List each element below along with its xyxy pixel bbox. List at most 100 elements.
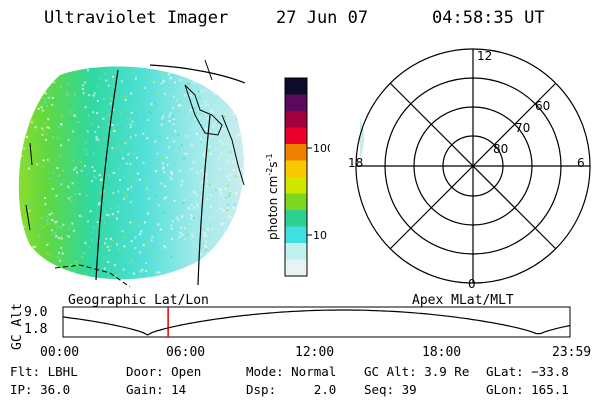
noise-pixel [159,157,162,160]
noise-pixel [51,188,54,190]
noise-pixel [104,242,106,245]
noise-pixel [139,270,142,273]
noise-pixel [92,111,95,114]
noise-pixel [148,134,151,137]
noise-pixel [68,272,71,275]
noise-pixel [183,199,186,202]
xtick-1800: 18:00 [422,345,462,360]
mode-value: Mode: Normal [246,364,337,379]
noise-pixel [59,154,62,157]
noise-pixel [222,222,225,225]
noise-pixel [248,177,250,179]
noise-pixel [102,190,105,193]
noise-pixel [44,92,47,95]
noise-pixel [90,238,93,241]
noise-pixel [244,185,246,187]
noise-pixel [173,73,176,76]
noise-pixel [111,130,114,133]
noise-pixel [140,230,143,233]
noise-pixel [206,103,209,106]
noise-pixel [171,115,174,118]
noise-pixel [46,219,48,222]
noise-pixel [130,258,133,261]
noise-pixel [121,283,123,285]
noise-pixel [217,252,220,255]
noise-pixel [213,122,216,125]
noise-pixel [21,241,24,244]
noise-pixel [151,89,154,92]
noise-pixel [39,267,41,270]
observation-date: 27 Jun 07 [276,8,369,28]
noise-pixel [173,199,176,202]
noise-pixel [70,195,73,198]
noise-pixel [136,178,139,181]
noise-pixel [26,90,29,93]
polar-diagonal [389,82,557,250]
colorbar-segment [285,177,307,194]
noise-pixel [130,240,133,243]
noise-pixel [198,96,201,99]
noise-pixel [42,225,45,228]
noise-pixel [128,62,130,64]
noise-pixel [28,257,31,260]
noise-pixel [109,102,112,105]
noise-pixel [180,184,183,187]
noise-pixel [190,167,193,170]
noise-pixel [195,112,198,114]
noise-pixel [190,143,193,146]
xtick-1200: 12:00 [295,345,335,360]
noise-pixel [205,234,208,237]
noise-pixel [213,248,216,251]
noise-pixel [55,174,58,177]
noise-pixel [221,86,224,89]
noise-pixel [42,127,45,130]
noise-pixel [58,260,61,263]
noise-pixel [219,139,222,142]
noise-pixel [43,129,46,132]
noise-pixel [144,221,146,224]
noise-pixel [129,123,132,126]
noise-pixel [157,204,160,207]
noise-pixel [234,278,237,280]
noise-pixel [193,107,196,109]
noise-pixel [106,116,109,119]
noise-pixel [72,154,75,157]
noise-pixel [131,190,134,192]
noise-pixel [134,134,137,137]
noise-pixel [179,232,182,235]
noise-pixel [58,237,61,239]
noise-pixel [227,215,230,218]
noise-pixel [96,204,98,206]
noise-pixel [25,232,28,235]
noise-pixel [16,272,18,274]
noise-pixel [97,64,99,66]
noise-pixel [144,86,146,89]
noise-pixel [170,224,173,227]
noise-pixel [73,95,76,98]
noise-pixel [225,196,228,199]
noise-pixel [140,123,143,126]
noise-pixel [26,231,28,234]
altitude-curve [62,309,571,336]
noise-pixel [114,147,117,150]
noise-pixel [155,271,158,274]
noise-pixel [210,135,213,138]
noise-pixel [135,118,138,121]
noise-pixel [217,188,220,191]
noise-pixel [228,229,231,232]
noise-pixel [218,167,220,170]
noise-pixel [112,172,115,174]
noise-pixel [84,106,87,109]
noise-pixel [96,221,99,223]
noise-pixel [120,80,123,83]
noise-pixel [247,62,249,64]
noise-pixel [239,94,242,97]
colorbar-segment [285,160,307,178]
noise-pixel [34,277,37,280]
noise-pixel [127,269,130,272]
noise-pixel [87,137,90,140]
noise-pixel [67,185,70,188]
noise-pixel [203,275,206,278]
noise-pixel [103,93,106,96]
colorbar-tick-label: 100 [313,142,330,155]
